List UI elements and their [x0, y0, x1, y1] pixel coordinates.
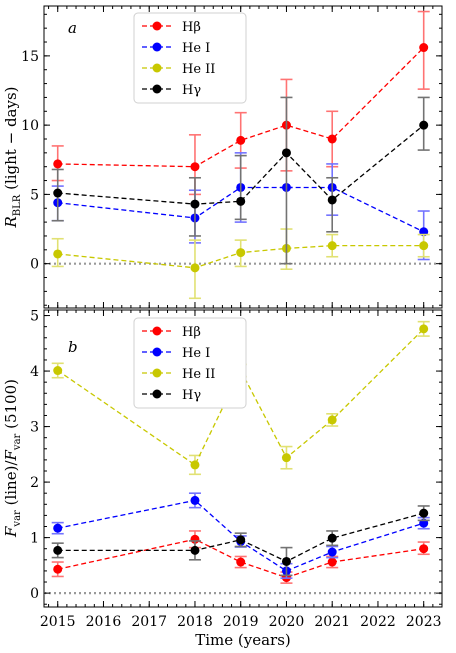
data-point: [53, 249, 63, 259]
data-point: [53, 188, 63, 198]
panel-a: a RBLR (light − days): [2, 5, 443, 309]
legend: Hβ He I He II Hγ: [133, 12, 247, 104]
series-line: [57, 186, 424, 233]
data-point: [53, 545, 63, 555]
y-tick-label: 5: [30, 187, 39, 203]
series-2: [51, 228, 430, 300]
data-point: [53, 523, 63, 533]
data-point: [236, 535, 246, 545]
data-point: [419, 508, 429, 518]
y-tick-label: 3: [30, 420, 39, 436]
y-tick-label: 1: [30, 531, 39, 547]
data-point: [190, 199, 200, 209]
x-tick-label: 2020: [269, 614, 305, 630]
panel-b-ylabel: Fvar (line)/Fvar (5100): [2, 379, 23, 538]
panel-b: b Fvar (line)/Fvar (5100) Time (years): [2, 309, 443, 649]
legend-label: Hβ: [182, 20, 201, 35]
x-tick-label: 2018: [177, 614, 213, 630]
legend-box: [133, 317, 247, 409]
series-line: [57, 47, 425, 168]
legend-swatch-marker: [152, 368, 162, 378]
data-point: [281, 556, 291, 566]
legend-label: Hγ: [182, 83, 201, 98]
y-tick-label: 0: [30, 257, 39, 273]
data-point: [53, 366, 63, 376]
series-3: [51, 96, 430, 265]
data-point: [281, 148, 291, 158]
data-point: [190, 495, 200, 505]
legend-label: He II: [182, 367, 215, 382]
x-tick-label: 2023: [406, 614, 442, 630]
data-point: [419, 43, 429, 53]
series-line: [57, 499, 424, 572]
legend-swatch-marker: [152, 389, 162, 399]
data-point: [419, 120, 429, 130]
legend-label: Hγ: [182, 388, 201, 403]
y-tick-label: 10: [21, 118, 39, 134]
series-line: [57, 328, 425, 466]
data-point: [281, 453, 291, 463]
legend-swatch-marker: [152, 42, 162, 52]
legend-swatch-marker: [152, 347, 162, 357]
panel-b-frame: [43, 309, 443, 608]
data-point: [236, 557, 246, 567]
y-tick-label: 2: [30, 475, 39, 491]
y-tick-label: 4: [30, 364, 39, 380]
data-point: [236, 248, 246, 258]
x-tick-label: 2022: [360, 614, 396, 630]
x-axis-label: Time (years): [195, 631, 291, 649]
data-point: [327, 195, 337, 205]
y-tick-label: 5: [30, 309, 39, 325]
x-tick-label: 2016: [86, 614, 122, 630]
data-point: [327, 547, 337, 557]
y-tick-label: 15: [21, 49, 39, 65]
data-point: [190, 460, 200, 470]
panel-a-frame: [43, 5, 443, 309]
x-tick-label: 2021: [314, 614, 350, 630]
panel-a-ylabel: RBLR (light − days): [2, 86, 23, 228]
data-point: [236, 196, 246, 206]
x-tick-label: 2015: [40, 614, 76, 630]
data-point: [190, 162, 200, 172]
legend-swatch-marker: [152, 326, 162, 336]
x-tick-label: 2017: [131, 614, 167, 630]
legend-swatch-marker: [152, 63, 162, 73]
series-line: [57, 512, 424, 563]
data-point: [327, 415, 337, 425]
chart-panel-0-plot: 0 5 10 15 Hβ He I He II Hγ: [21, 6, 442, 308]
series-3: [51, 505, 430, 577]
legend-label: Hβ: [182, 325, 201, 340]
x-tick-label: 2019: [223, 614, 259, 630]
data-point: [190, 545, 200, 555]
data-point: [190, 263, 200, 273]
series-line: [57, 124, 425, 205]
series-line: [57, 245, 424, 269]
panel-a-label: a: [68, 19, 77, 37]
legend: Hβ He I He II Hγ: [133, 317, 247, 409]
data-point: [327, 557, 337, 567]
y-tick-label: 0: [30, 586, 39, 602]
legend-label: He II: [182, 62, 215, 77]
panel-b-label: b: [68, 338, 78, 356]
data-point: [419, 544, 429, 554]
data-point: [53, 159, 63, 169]
chart-panel-1-plot: 0 1 2 3 4 5 2015 2016 2017 2018 2019 2020 2021 2022 20…: [30, 309, 442, 630]
data-point: [327, 134, 337, 144]
data-point: [327, 241, 337, 251]
legend-label: He I: [182, 41, 210, 56]
data-point: [419, 324, 429, 334]
legend-box: [133, 12, 247, 104]
legend-label: He I: [182, 346, 210, 361]
data-point: [327, 533, 337, 543]
data-point: [236, 135, 246, 145]
legend-swatch-marker: [152, 84, 162, 94]
data-point: [53, 564, 63, 574]
data-point: [419, 241, 429, 251]
legend-swatch-marker: [152, 21, 162, 31]
